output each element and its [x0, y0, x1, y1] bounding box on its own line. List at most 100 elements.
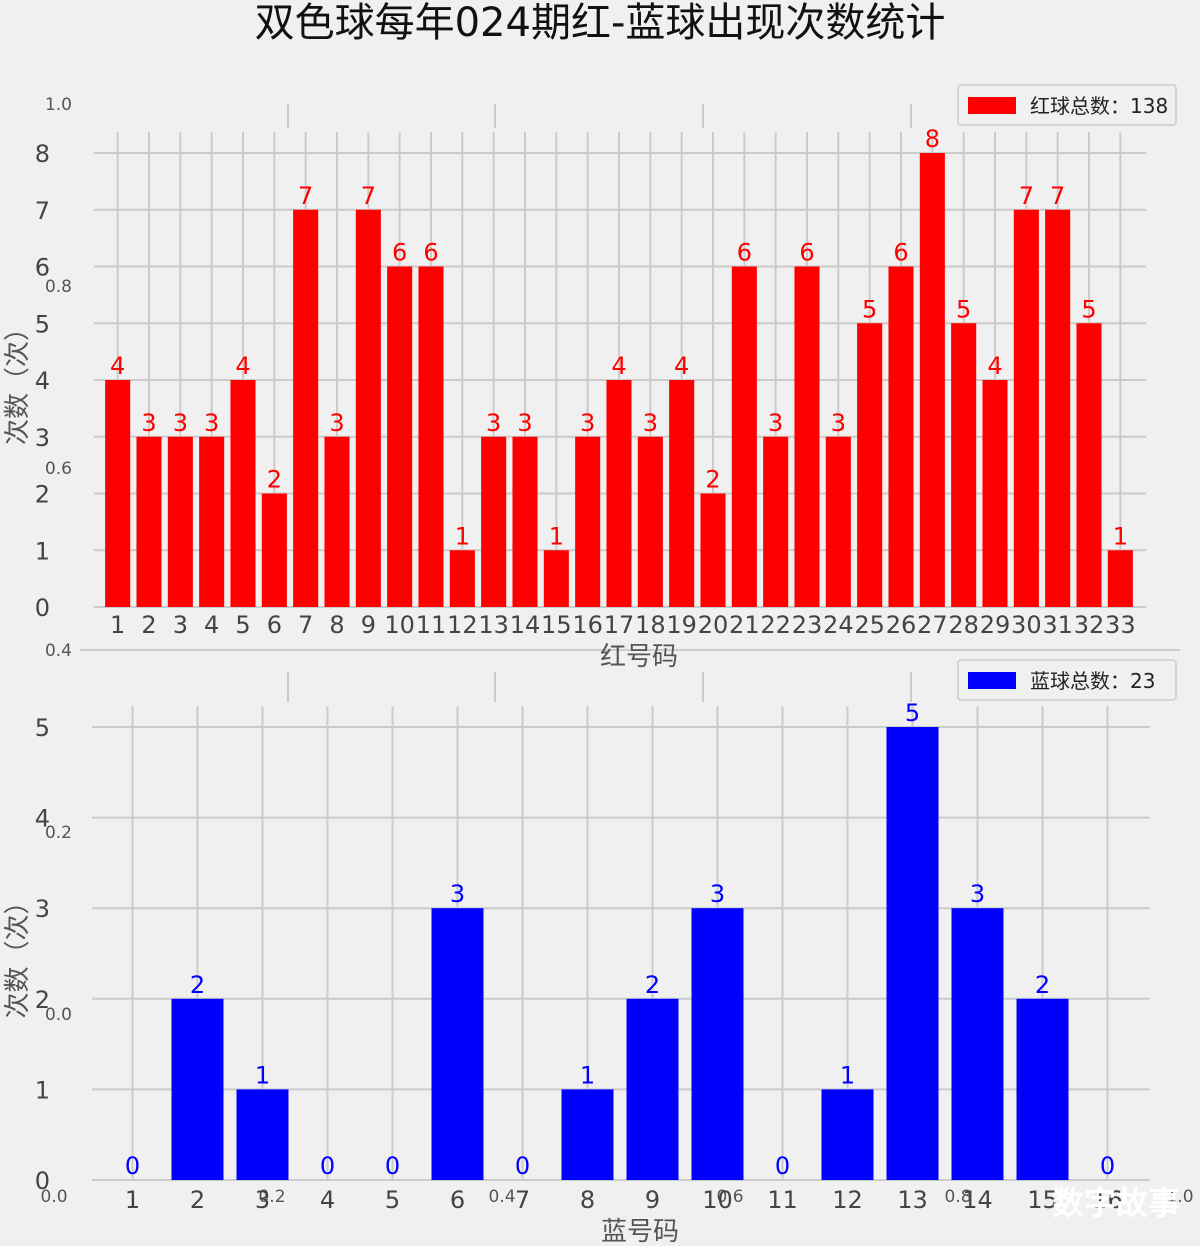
x-tick-label: 24 [823, 611, 854, 639]
ghost-y-tick: 0.0 [45, 1005, 72, 1025]
data-label: 3 [486, 409, 501, 437]
x-tick-label: 25 [854, 611, 885, 639]
bar [355, 209, 381, 607]
bar [230, 380, 256, 607]
data-label: 4 [674, 352, 689, 380]
bar [919, 153, 945, 607]
x-tick-label: 11 [767, 1186, 798, 1214]
x-tick-label: 1 [125, 1186, 140, 1214]
data-label: 3 [450, 880, 465, 908]
watermark: 数字故事 [1052, 1184, 1180, 1222]
x-tick-label: 10 [384, 611, 415, 639]
x-tick-label: 15 [1027, 1186, 1058, 1214]
data-label: 6 [737, 239, 752, 267]
data-label: 6 [423, 239, 438, 267]
bar [763, 436, 789, 607]
x-tick-label: 18 [635, 611, 666, 639]
legend: 红球总数：138 [957, 84, 1177, 126]
ghost-y-tick: 1.0 [45, 95, 72, 115]
y-tick-label: 6 [35, 254, 50, 282]
bar [136, 436, 162, 607]
bar [669, 380, 695, 607]
x-tick-label: 15 [541, 611, 572, 639]
y-tick-label: 5 [35, 714, 50, 742]
data-label: 2 [190, 971, 205, 999]
x-tick-label: 8 [580, 1186, 595, 1214]
ghost-axes: 1.0 0.8 0.6 0.4 0.2 0.0 0.0 0.2 0.4 0.6 0.8 1.0 [40, 95, 1193, 1207]
blue-ball-chart: 0123450122130405360718293100111125133142… [3, 659, 1177, 1246]
bar [1076, 323, 1102, 607]
data-label: 3 [141, 409, 156, 437]
ghost-x-tick: 0.2 [258, 1187, 285, 1207]
x-tick-label: 12 [832, 1186, 863, 1214]
data-label: 2 [705, 466, 720, 494]
data-label: 0 [1100, 1152, 1115, 1180]
bar [857, 323, 883, 607]
x-tick-label: 26 [886, 611, 917, 639]
x-tick-label: 20 [698, 611, 729, 639]
data-label: 7 [1019, 182, 1034, 210]
data-label: 3 [710, 880, 725, 908]
x-tick-label: 9 [645, 1186, 660, 1214]
bar [293, 209, 319, 607]
data-label: 3 [768, 409, 783, 437]
data-label: 3 [517, 409, 532, 437]
x-tick-label: 12 [447, 611, 478, 639]
y-axis-label: 次数（次） [3, 888, 33, 1018]
x-tick-label: 5 [235, 611, 250, 639]
x-tick-label: 30 [1011, 611, 1042, 639]
y-tick-label: 4 [35, 805, 50, 833]
x-axis-label: 蓝号码 [601, 1217, 679, 1246]
bar [731, 266, 757, 607]
data-label: 0 [385, 1152, 400, 1180]
x-tick-label: 32 [1074, 611, 1105, 639]
data-label: 2 [645, 971, 660, 999]
bar [1107, 550, 1133, 607]
x-tick-label: 8 [329, 611, 344, 639]
bar [167, 436, 193, 607]
x-tick-label: 5 [385, 1186, 400, 1214]
x-tick-label: 7 [298, 611, 313, 639]
x-tick-label: 14 [962, 1186, 993, 1214]
data-label: 0 [125, 1152, 140, 1180]
y-axis-label: 次数（次） [3, 315, 33, 445]
data-label: 7 [298, 182, 313, 210]
x-tick-label: 27 [917, 611, 948, 639]
x-tick-label: 3 [173, 611, 188, 639]
y-tick-label: 3 [35, 424, 50, 452]
y-tick-label: 1 [35, 1076, 50, 1104]
bar [637, 436, 663, 607]
x-tick-label: 3 [255, 1186, 270, 1214]
x-tick-label: 1 [110, 611, 125, 639]
bar [821, 1089, 874, 1180]
bar [449, 550, 475, 607]
data-label: 4 [110, 352, 125, 380]
bar [236, 1089, 289, 1180]
ghost-x-tick: 0.6 [716, 1187, 743, 1207]
y-tick-label: 0 [35, 1167, 50, 1195]
y-tick-label: 8 [35, 140, 50, 168]
x-tick-label: 13 [478, 611, 509, 639]
x-tick-label: 23 [792, 611, 823, 639]
bar [387, 266, 413, 607]
bar [418, 266, 444, 607]
y-tick-label: 3 [35, 895, 50, 923]
data-label: 7 [1050, 182, 1065, 210]
legend: 蓝球总数：23 [957, 659, 1177, 701]
y-tick-label: 0 [35, 594, 50, 622]
legend-label: 蓝球总数：23 [1030, 669, 1155, 693]
data-label: 3 [970, 880, 985, 908]
bar [606, 380, 632, 607]
data-label: 1 [255, 1061, 270, 1089]
data-label: 4 [235, 352, 250, 380]
x-axis-label: 红号码 [600, 642, 678, 672]
data-label: 3 [831, 409, 846, 437]
data-label: 6 [893, 239, 908, 267]
x-tick-label: 4 [320, 1186, 335, 1214]
bar [982, 380, 1008, 607]
bar [794, 266, 820, 607]
legend-box [957, 84, 1177, 126]
ghost-y-tick: 0.2 [45, 823, 72, 843]
x-tick-label: 16 [572, 611, 603, 639]
